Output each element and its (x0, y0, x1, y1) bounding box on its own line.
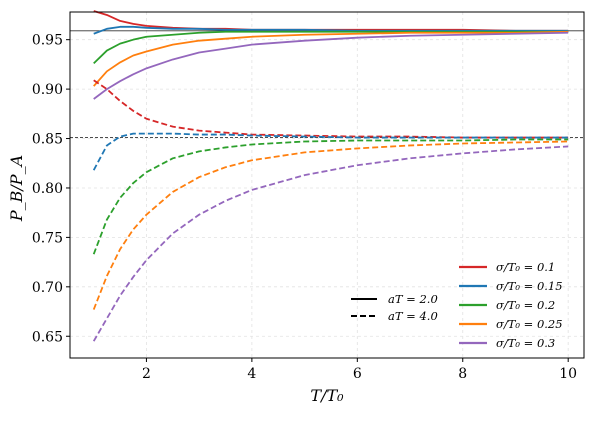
x-tick-label: 10 (559, 366, 577, 382)
y-tick-label: 0.95 (32, 33, 63, 49)
x-axis-label: T/T₀ (310, 386, 344, 405)
legend-label: σ/T₀ = 0.15 (496, 279, 563, 293)
plot-frame (69, 11, 585, 359)
reference-lines (70, 30, 584, 138)
legend-label: aT = 2.0 (388, 292, 438, 306)
series-line-sigma-0.25-aT-4.0 (92, 140, 569, 310)
series-line-sigma-0.2-aT-2.0 (93, 30, 569, 65)
y-axis-label: P_B/P_A (7, 155, 26, 222)
y-tick-label: 0.80 (32, 181, 63, 197)
grid (70, 12, 584, 358)
y-tick-label: 0.90 (32, 82, 63, 98)
y-tick-label: 0.85 (32, 132, 63, 148)
y-axis-ticks: 0.65 0.70 0.75 0.80 0.85 0.90 0.95 (32, 33, 70, 345)
y-tick-label: 0.70 (32, 280, 63, 296)
x-tick-label: 8 (458, 366, 467, 382)
legend-label: σ/T₀ = 0.1 (496, 260, 555, 274)
series-line-sigma-0.15-aT-2.0 (93, 25, 569, 35)
y-tick-label: 0.65 (32, 329, 63, 345)
x-tick-label: 6 (353, 366, 362, 382)
linestyle-legend: aT = 2.0 aT = 4.0 (351, 292, 438, 323)
legend-label: σ/T₀ = 0.25 (496, 317, 563, 331)
legend-label: aT = 4.0 (388, 309, 438, 323)
legend-label: σ/T₀ = 0.3 (496, 336, 555, 350)
color-legend: σ/T₀ = 0.1 σ/T₀ = 0.15 σ/T₀ = 0.2 σ/T₀ = 0.… (459, 260, 563, 350)
series-line-sigma-0.1-aT-2.0 (93, 10, 569, 32)
series-line-sigma-0.3-aT-2.0 (93, 31, 569, 100)
series-line-sigma-0.2-aT-4.0 (92, 138, 569, 255)
series-line-sigma-0.25-aT-2.0 (93, 30, 569, 87)
x-tick-label: 4 (247, 366, 256, 382)
series-lines (92, 10, 569, 342)
y-tick-label: 0.75 (32, 230, 63, 246)
x-tick-label: 2 (142, 366, 151, 382)
x-axis-ticks: 2 4 6 8 10 (142, 358, 577, 382)
series-line-sigma-0.15-aT-4.0 (92, 132, 569, 171)
legend-label: σ/T₀ = 0.2 (496, 298, 555, 312)
